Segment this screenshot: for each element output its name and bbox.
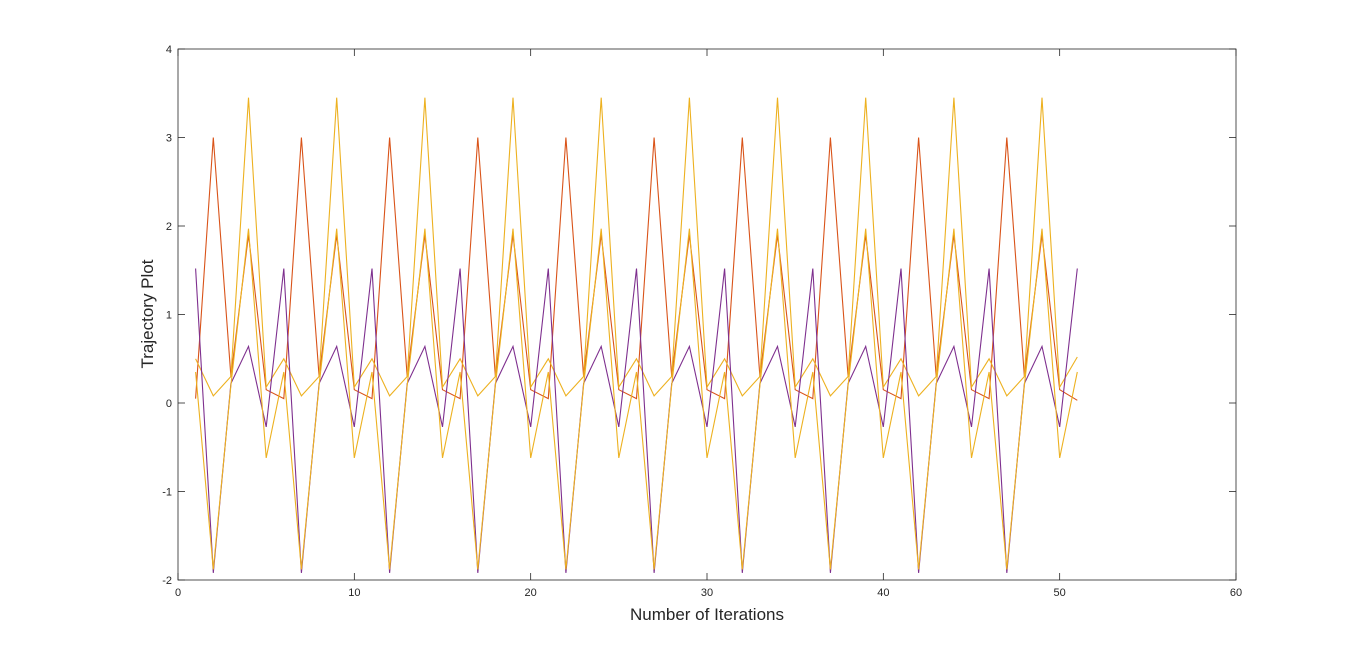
x-axis-label: Number of Iterations xyxy=(630,605,784,624)
x-tick-label: 50 xyxy=(1054,587,1066,599)
y-axis-label: Trajectory Plot xyxy=(138,259,157,368)
y-tick-label: -2 xyxy=(162,575,172,587)
y-tick-label: 4 xyxy=(166,44,172,56)
x-tick-label: 0 xyxy=(175,587,181,599)
x-tick-label: 60 xyxy=(1230,587,1242,599)
y-tick-label: 2 xyxy=(166,221,172,233)
plot-area xyxy=(178,49,1236,580)
series-layer xyxy=(195,97,1078,573)
x-tick-label: 20 xyxy=(525,587,537,599)
series-line-4 xyxy=(195,228,1078,570)
y-tick-label: 0 xyxy=(166,398,172,410)
x-tick-label: 30 xyxy=(701,587,713,599)
x-tick-label: 10 xyxy=(348,587,360,599)
y-tick-label: -1 xyxy=(162,487,172,499)
x-tick-label: 40 xyxy=(877,587,889,599)
y-axis-ticks: -2 -1 0 1 2 3 4 xyxy=(162,44,1236,587)
x-axis-ticks: 0 10 20 30 40 50 60 xyxy=(175,49,1242,599)
series-line-1 xyxy=(195,137,1078,401)
y-tick-label: 1 xyxy=(166,310,172,322)
series-line-2 xyxy=(195,97,1078,397)
y-tick-label: 3 xyxy=(166,133,172,145)
